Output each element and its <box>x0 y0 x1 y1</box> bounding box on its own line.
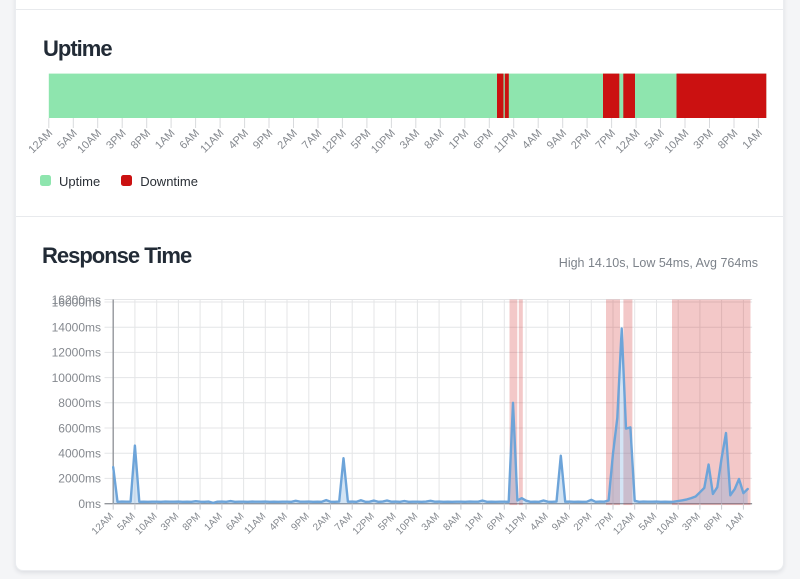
svg-text:10AM: 10AM <box>75 127 104 156</box>
svg-text:10PM: 10PM <box>369 127 398 156</box>
svg-text:11PM: 11PM <box>492 127 520 155</box>
svg-text:6000ms: 6000ms <box>58 421 101 435</box>
svg-text:8PM: 8PM <box>129 127 153 151</box>
svg-text:10AM: 10AM <box>133 511 159 537</box>
svg-text:9PM: 9PM <box>289 511 311 533</box>
svg-text:1AM: 1AM <box>740 127 764 151</box>
svg-text:8PM: 8PM <box>181 511 203 533</box>
svg-text:10000ms: 10000ms <box>52 371 101 385</box>
svg-text:11AM: 11AM <box>198 127 226 155</box>
svg-text:3PM: 3PM <box>159 511 181 533</box>
svg-text:2AM: 2AM <box>275 127 299 151</box>
svg-text:12000ms: 12000ms <box>52 346 101 360</box>
svg-text:9PM: 9PM <box>251 127 275 151</box>
svg-text:11PM: 11PM <box>503 511 529 537</box>
svg-text:1AM: 1AM <box>203 511 225 533</box>
svg-text:8PM: 8PM <box>716 127 740 151</box>
svg-text:16200ms: 16200ms <box>52 293 101 307</box>
svg-text:11AM: 11AM <box>242 511 268 537</box>
svg-text:4PM: 4PM <box>227 127 251 151</box>
svg-text:10AM: 10AM <box>655 511 681 537</box>
svg-text:3PM: 3PM <box>691 127 715 151</box>
svg-text:8000ms: 8000ms <box>58 396 101 410</box>
svg-text:8AM: 8AM <box>442 511 464 533</box>
svg-text:12AM: 12AM <box>614 127 643 156</box>
svg-text:8AM: 8AM <box>422 127 446 151</box>
svg-text:2PM: 2PM <box>572 511 594 533</box>
svg-text:3AM: 3AM <box>398 127 422 151</box>
svg-text:2PM: 2PM <box>569 127 593 151</box>
svg-text:4AM: 4AM <box>528 511 550 533</box>
svg-text:4000ms: 4000ms <box>58 447 101 461</box>
svg-text:4AM: 4AM <box>520 127 544 151</box>
svg-text:3PM: 3PM <box>681 511 703 533</box>
svg-text:1AM: 1AM <box>724 511 746 533</box>
svg-text:1AM: 1AM <box>153 127 177 151</box>
svg-text:4PM: 4PM <box>268 511 290 533</box>
svg-text:8PM: 8PM <box>702 511 724 533</box>
svg-text:10PM: 10PM <box>394 511 420 537</box>
svg-text:10AM: 10AM <box>663 127 692 156</box>
svg-text:12AM: 12AM <box>26 127 55 156</box>
svg-text:9AM: 9AM <box>550 511 572 533</box>
svg-text:14000ms: 14000ms <box>52 321 101 335</box>
svg-text:9AM: 9AM <box>545 127 569 151</box>
svg-text:3AM: 3AM <box>420 511 442 533</box>
svg-text:12PM: 12PM <box>351 511 377 537</box>
svg-text:0ms: 0ms <box>78 497 101 511</box>
svg-text:1PM: 1PM <box>447 127 471 151</box>
svg-text:12AM: 12AM <box>90 511 116 537</box>
svg-text:1PM: 1PM <box>463 511 485 533</box>
svg-text:3PM: 3PM <box>104 127 128 151</box>
svg-text:12PM: 12PM <box>320 127 349 156</box>
svg-text:12AM: 12AM <box>611 511 637 537</box>
svg-text:16000ms: 16000ms <box>52 295 101 309</box>
svg-text:2AM: 2AM <box>311 511 333 533</box>
svg-text:2000ms: 2000ms <box>58 472 101 486</box>
